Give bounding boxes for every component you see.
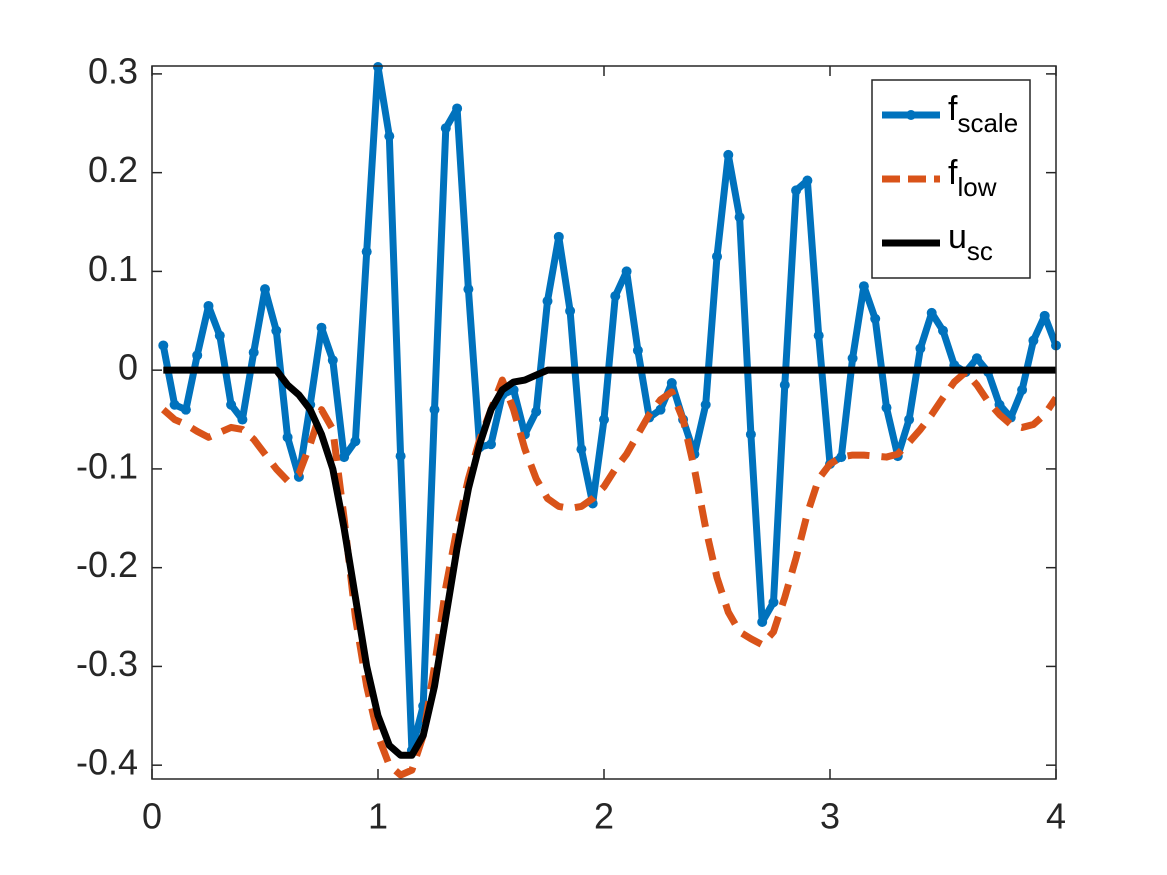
marker (282, 432, 293, 443)
marker (226, 399, 237, 410)
marker (565, 305, 576, 316)
marker (802, 175, 813, 186)
y-tick-label: -0.1 (76, 445, 138, 486)
marker (757, 616, 768, 627)
marker (373, 61, 383, 72)
marker (836, 452, 847, 463)
marker (1039, 310, 1050, 321)
marker (440, 123, 451, 134)
y-tick-label: 0 (118, 347, 138, 388)
legend-label: flow (948, 154, 997, 202)
marker (881, 402, 892, 413)
legend-name: f (948, 90, 958, 128)
legend-subscript: low (957, 172, 996, 202)
marker (203, 300, 214, 311)
marker (621, 266, 632, 277)
marker (666, 377, 677, 388)
marker (1028, 335, 1039, 346)
marker (870, 313, 881, 324)
marker (237, 414, 248, 425)
marker (791, 185, 802, 196)
marker (904, 414, 915, 425)
marker (599, 414, 609, 425)
marker (768, 597, 779, 608)
marker (260, 284, 270, 295)
legend-label: fscale (948, 90, 1018, 138)
x-tick-label: 2 (594, 796, 614, 837)
legend-subscript: scale (957, 108, 1018, 138)
marker (915, 343, 926, 354)
marker (926, 307, 937, 318)
marker (847, 353, 858, 364)
y-tick-label: 0.1 (88, 248, 138, 289)
marker (1017, 384, 1028, 395)
x-tick-label: 3 (820, 796, 840, 837)
marker (429, 404, 440, 415)
marker (531, 406, 542, 417)
legend-marker (906, 110, 916, 120)
marker (723, 149, 734, 160)
marker (576, 444, 587, 455)
marker (248, 347, 259, 358)
marker (779, 379, 790, 390)
marker (214, 330, 225, 341)
marker (610, 291, 621, 302)
marker (169, 399, 180, 410)
legend-label: usc (948, 218, 993, 266)
marker (180, 404, 191, 415)
axes-box (151, 65, 1057, 780)
marker (339, 452, 350, 463)
series-line (163, 366, 1056, 759)
marker (745, 429, 756, 440)
marker (712, 251, 722, 262)
series-line (160, 368, 1056, 779)
legend-subscript: sc (967, 236, 993, 266)
marker (463, 284, 474, 295)
marker (858, 281, 869, 292)
x-tick-label: 0 (142, 796, 162, 837)
y-tick-label: 0.2 (88, 149, 138, 190)
legend-name: f (948, 154, 958, 192)
marker (632, 345, 643, 356)
marker (486, 439, 496, 450)
x-tick-label: 1 (368, 796, 388, 837)
y-tick-label: -0.4 (76, 742, 138, 783)
marker (734, 212, 745, 223)
x-tick-label: 4 (1046, 796, 1066, 837)
marker (192, 350, 203, 361)
series-line (159, 63, 1056, 754)
marker (971, 353, 982, 364)
marker (542, 296, 553, 307)
marker (271, 325, 282, 336)
marker (655, 404, 666, 415)
legend-name: u (948, 218, 967, 256)
marker (700, 399, 711, 410)
marker (395, 451, 406, 462)
marker (158, 340, 169, 351)
marker (813, 330, 824, 341)
marker (327, 355, 338, 366)
marker (350, 436, 361, 447)
marker (316, 322, 327, 333)
marker (452, 103, 463, 114)
marker (938, 325, 948, 336)
y-tick-label: -0.3 (76, 643, 138, 684)
marker (553, 231, 564, 242)
y-tick-label: -0.2 (76, 544, 138, 585)
y-tick-label: 0.3 (88, 50, 138, 91)
marker (361, 246, 372, 257)
marker (384, 131, 395, 142)
